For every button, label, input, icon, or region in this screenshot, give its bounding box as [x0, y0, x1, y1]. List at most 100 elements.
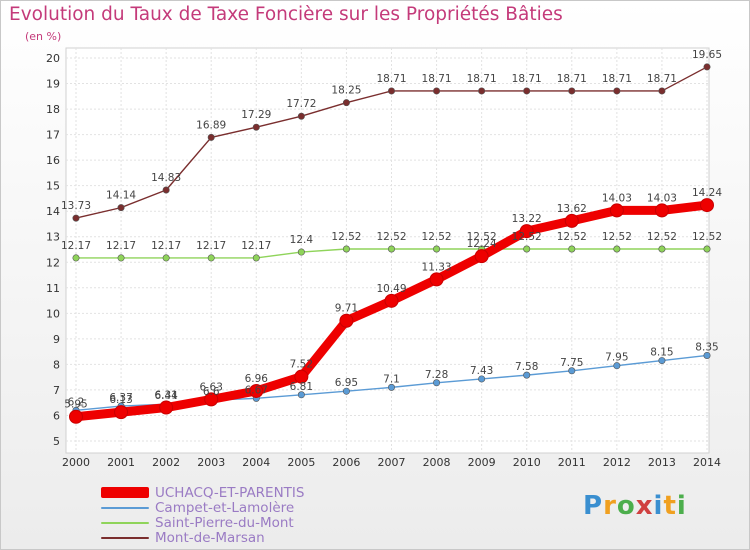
legend-swatch — [101, 506, 149, 509]
data-label: 13.22 — [512, 213, 542, 225]
data-label: 6.31 — [154, 390, 177, 402]
y-tick-label: 17 — [46, 129, 60, 142]
data-point — [519, 224, 534, 239]
y-tick-label: 8 — [53, 358, 60, 371]
y-tick-label: 6 — [53, 409, 60, 422]
data-point — [252, 123, 260, 131]
data-label: 18.25 — [331, 85, 361, 97]
y-axis-label: (en %) — [25, 30, 62, 43]
data-point — [609, 203, 624, 218]
data-label: 14.24 — [692, 187, 722, 199]
legend-label: Mont-de-Marsan — [155, 529, 265, 546]
data-label: 12.52 — [422, 231, 452, 243]
data-label: 12.17 — [196, 240, 226, 252]
data-point — [387, 383, 395, 391]
data-label: 7.28 — [425, 369, 448, 381]
data-label: 18.71 — [376, 73, 406, 85]
logo-letter: o — [616, 491, 636, 521]
data-point — [159, 400, 174, 415]
logo-letter: x — [635, 491, 654, 521]
data-point — [703, 245, 711, 253]
data-point — [117, 254, 125, 262]
data-point — [387, 245, 395, 253]
data-label: 6.13 — [109, 394, 132, 406]
data-label: 7.58 — [515, 361, 538, 373]
x-tick-label: 2008 — [423, 456, 451, 469]
data-point — [474, 249, 489, 264]
data-label: 12.52 — [647, 231, 677, 243]
legend-swatch — [101, 536, 149, 539]
logo-letter: t — [663, 491, 677, 521]
data-label: 8.35 — [695, 341, 718, 353]
data-point — [658, 87, 666, 95]
data-label: 6.96 — [245, 373, 269, 385]
legend-item: Saint-Pierre-du-Mont — [101, 515, 304, 531]
data-point — [478, 375, 486, 383]
y-tick-label: 18 — [46, 103, 60, 116]
x-tick-label: 2000 — [62, 456, 90, 469]
data-label: 17.72 — [286, 98, 316, 110]
data-label: 12.24 — [467, 238, 497, 250]
data-point — [658, 357, 666, 365]
data-point — [72, 254, 80, 262]
legend-item: Mont-de-Marsan — [101, 529, 304, 546]
legend-label: UCHACQ-ET-PARENTIS — [155, 484, 305, 501]
data-point — [207, 133, 215, 141]
data-label: 8.15 — [650, 347, 673, 359]
data-label: 12.17 — [106, 240, 136, 252]
legend-label: Campet-et-Lamolère — [155, 499, 295, 516]
data-label: 12.52 — [376, 231, 406, 243]
data-point — [69, 409, 83, 424]
data-label: 14.03 — [602, 192, 632, 204]
data-label: 12.52 — [602, 231, 632, 243]
data-label: 6.67 — [245, 384, 268, 396]
x-tick-label: 2005 — [287, 456, 315, 469]
data-point — [478, 87, 486, 95]
data-point — [523, 371, 531, 379]
data-label: 12.52 — [692, 231, 722, 243]
y-tick-label: 12 — [46, 256, 60, 269]
data-label: 6.63 — [200, 381, 223, 393]
data-label: 19.65 — [692, 49, 722, 61]
data-point — [433, 379, 441, 387]
y-tick-label: 11 — [46, 282, 60, 295]
plot-area — [65, 47, 710, 454]
x-tick-label: 2014 — [693, 456, 721, 469]
data-label: 6.44 — [154, 390, 178, 402]
data-point — [339, 313, 354, 328]
data-point — [249, 383, 264, 398]
data-point — [297, 391, 305, 399]
data-label: 12.17 — [241, 240, 271, 252]
data-point — [654, 203, 669, 218]
data-label: 7.95 — [605, 352, 628, 364]
legend-swatch — [101, 521, 149, 524]
data-label: 18.71 — [422, 73, 452, 85]
x-tick-label: 2009 — [468, 456, 496, 469]
data-point — [162, 186, 170, 194]
data-label: 6.95 — [335, 377, 358, 389]
data-label: 12.52 — [512, 231, 542, 243]
data-label: 14.03 — [647, 192, 677, 204]
data-label: 12.52 — [557, 231, 587, 243]
proxiti-logo: Proxiti — [583, 491, 687, 521]
data-point — [342, 99, 350, 107]
data-label: 13.62 — [557, 203, 587, 215]
data-label: 7.75 — [560, 357, 583, 369]
y-tick-label: 7 — [53, 384, 60, 397]
data-label: 17.29 — [241, 109, 271, 121]
data-label: 7.43 — [470, 365, 493, 377]
x-tick-label: 2002 — [152, 456, 180, 469]
data-point — [384, 293, 399, 308]
data-label: 5.95 — [64, 399, 87, 411]
data-point — [429, 272, 444, 287]
data-label: 14.14 — [106, 190, 136, 202]
data-point — [703, 351, 711, 359]
y-tick-label: 19 — [46, 78, 60, 91]
data-point — [700, 198, 714, 213]
data-label: 7.52 — [290, 359, 313, 371]
data-point — [523, 245, 531, 253]
legend-item: UCHACQ-ET-PARENTIS — [101, 484, 305, 501]
data-label: 6.37 — [109, 392, 132, 404]
chart-title: Evolution du Taux de Taxe Foncière sur l… — [9, 4, 563, 25]
